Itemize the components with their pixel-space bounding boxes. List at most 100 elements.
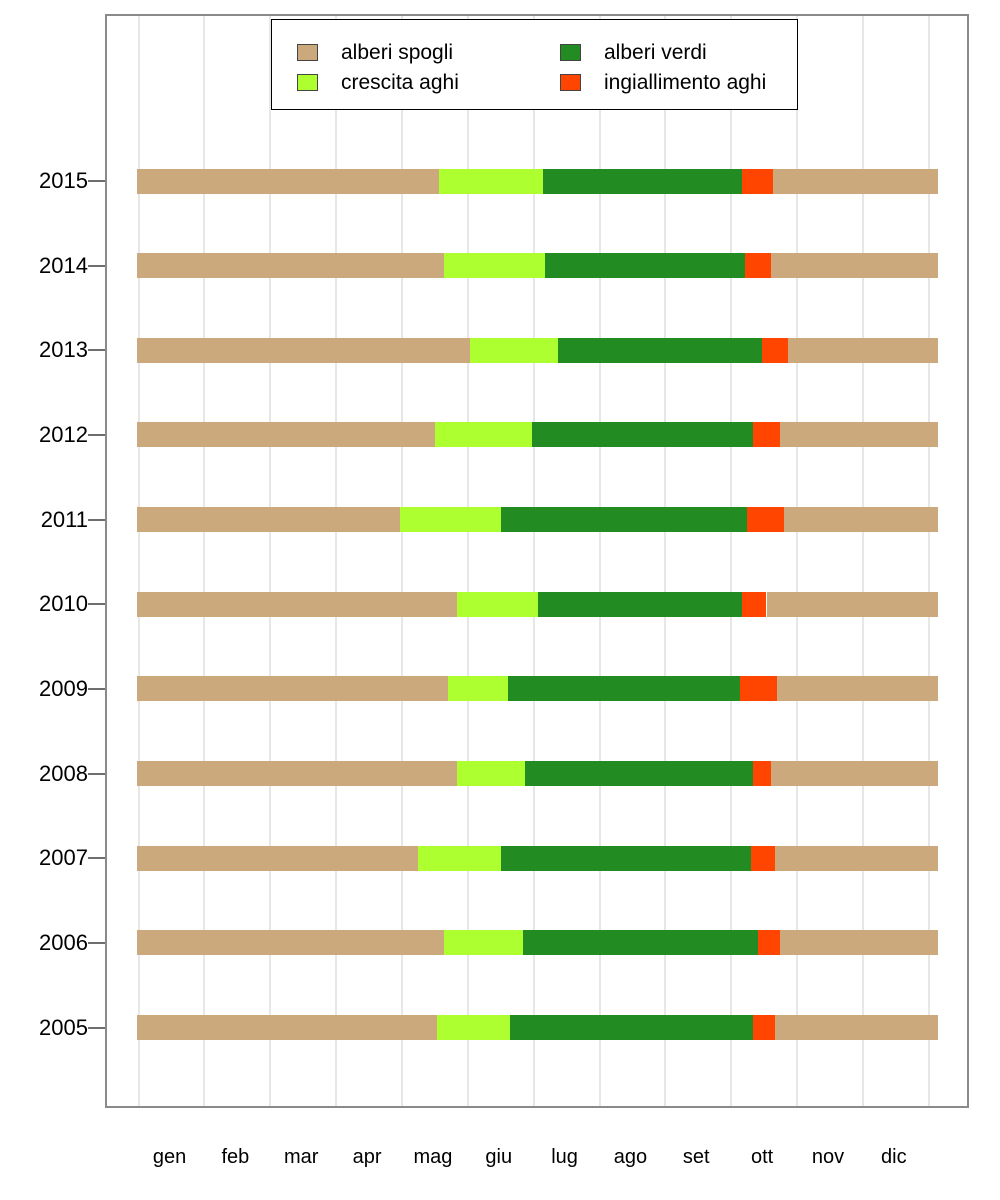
y-axis-tick: [88, 941, 105, 944]
bar-row-2007: [136, 845, 938, 871]
month-label-giu: giu: [485, 1146, 513, 1168]
bar-row-2011: [136, 507, 938, 533]
bar-segment-ingiallimento-aghi: [740, 676, 778, 702]
year-label-2005: 2005: [39, 1014, 88, 1040]
bar-segment-alberi-verdi: [557, 337, 763, 363]
bar-segment-alberi-spogli: [775, 1015, 938, 1040]
gridline: [203, 16, 206, 1106]
legend-label: alberi spogli: [341, 41, 454, 64]
year-label-2009: 2009: [39, 675, 88, 701]
bar-segment-alberi-spogli: [136, 253, 444, 279]
bar-segment-crescita-aghi: [457, 761, 526, 787]
y-axis-tick: [88, 1026, 105, 1029]
bar-segment-alberi-spogli: [773, 168, 938, 194]
bar-segment-ingiallimento-aghi: [751, 845, 776, 871]
y-axis-tick: [88, 349, 105, 352]
bar-segment-alberi-verdi: [522, 930, 758, 956]
bar-row-2014: [136, 253, 938, 279]
bar-segment-alberi-spogli: [136, 422, 436, 448]
bar-row-2013: [136, 337, 938, 363]
month-label-feb: feb: [221, 1146, 250, 1168]
y-axis-tick: [88, 433, 105, 436]
legend-swatch-icon: [297, 44, 318, 61]
bar-segment-alberi-verdi: [544, 253, 745, 279]
bar-segment-ingiallimento-aghi: [742, 591, 767, 617]
month-label-lug: lug: [551, 1146, 578, 1168]
bar-segment-ingiallimento-aghi: [753, 761, 771, 787]
bar-segment-alberi-verdi: [542, 168, 743, 194]
y-axis-tick: [88, 518, 105, 521]
bar-segment-alberi-verdi: [525, 761, 754, 787]
y-axis-tick: [88, 857, 105, 860]
legend-item-crescita-aghi: crescita aghi: [297, 72, 527, 94]
bar-segment-alberi-spogli: [779, 422, 938, 448]
gridline: [137, 16, 140, 1106]
plot-area: [105, 14, 969, 1108]
bar-segment-alberi-verdi: [500, 845, 752, 871]
year-label-2007: 2007: [39, 845, 88, 871]
month-label-set: set: [682, 1146, 710, 1168]
bar-segment-alberi-spogli: [136, 845, 418, 871]
bar-segment-alberi-spogli: [779, 930, 938, 956]
bar-segment-crescita-aghi: [443, 930, 523, 956]
bar-segment-alberi-spogli: [136, 1015, 438, 1040]
legend-label: ingiallimento aghi: [604, 71, 767, 94]
legend: alberi spogli crescita aghi alberi verdi in…: [271, 19, 798, 110]
bar-segment-crescita-aghi: [470, 337, 558, 363]
y-axis-tick: [88, 180, 105, 182]
bar-segment-alberi-spogli: [136, 676, 449, 702]
gridline: [335, 16, 338, 1106]
gridline: [730, 16, 733, 1106]
bar-segment-crescita-aghi: [399, 507, 501, 533]
bar-segment-alberi-spogli: [136, 507, 400, 533]
legend-item-alberi-spogli: alberi spogli: [297, 42, 527, 64]
gridline: [861, 16, 864, 1106]
year-label-2015: 2015: [39, 168, 88, 193]
gridline: [927, 16, 930, 1106]
bar-segment-ingiallimento-aghi: [744, 253, 771, 279]
month-label-ago: ago: [613, 1146, 648, 1168]
year-label-2014: 2014: [39, 252, 88, 278]
year-label-2008: 2008: [39, 760, 88, 786]
gridline: [598, 16, 601, 1106]
month-label-dic: dic: [881, 1146, 907, 1168]
bar-segment-alberi-spogli: [770, 253, 938, 279]
month-label-mar: mar: [283, 1146, 319, 1168]
month-label-mag: mag: [413, 1146, 453, 1168]
y-axis-tick: [88, 772, 105, 775]
legend-swatch-icon: [560, 74, 581, 91]
bar-segment-crescita-aghi: [435, 422, 532, 448]
gridline: [269, 16, 272, 1106]
month-label-nov: nov: [811, 1146, 845, 1168]
bar-segment-alberi-verdi: [538, 591, 743, 617]
legend-item-ingiallimento-aghi: ingiallimento aghi: [560, 72, 790, 94]
bar-row-2010: [136, 591, 938, 617]
bar-row-2009: [136, 676, 938, 702]
bar-segment-alberi-spogli: [136, 761, 458, 787]
year-label-2010: 2010: [39, 591, 88, 617]
bar-segment-ingiallimento-aghi: [757, 930, 780, 956]
gridline: [400, 16, 403, 1106]
bar-segment-alberi-verdi: [507, 676, 741, 702]
month-label-apr: apr: [352, 1146, 382, 1168]
bar-segment-ingiallimento-aghi: [742, 168, 774, 194]
bar-segment-crescita-aghi: [457, 591, 539, 617]
bar-segment-ingiallimento-aghi: [762, 337, 789, 363]
bar-segment-alberi-spogli: [136, 930, 444, 956]
y-axis-tick: [88, 603, 105, 606]
bar-segment-crescita-aghi: [437, 1015, 510, 1040]
bar-row-2005: [136, 1015, 938, 1040]
legend-label: alberi verdi: [604, 41, 707, 64]
bar-segment-alberi-spogli: [770, 761, 938, 787]
bar-segment-alberi-spogli: [775, 845, 938, 871]
bar-segment-crescita-aghi: [439, 168, 543, 194]
bar-segment-alberi-verdi: [500, 507, 747, 533]
month-label-gen: gen: [152, 1146, 187, 1168]
y-axis-tick: [88, 264, 105, 267]
y-axis-tick: [88, 687, 105, 690]
bar-row-2015: [136, 168, 938, 194]
bar-segment-alberi-spogli: [136, 168, 440, 194]
bar-segment-crescita-aghi: [448, 676, 508, 702]
bar-row-2008: [136, 761, 938, 787]
bar-segment-alberi-spogli: [777, 676, 938, 702]
